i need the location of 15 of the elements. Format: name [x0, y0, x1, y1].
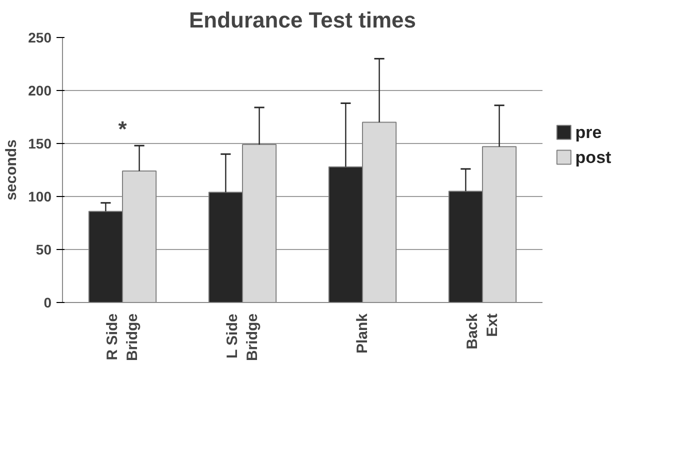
y-tick-label: 150 — [28, 136, 52, 152]
chart-title: Endurance Test times — [189, 8, 416, 32]
y-tick-label: 0 — [44, 294, 52, 310]
annotation: * — [118, 116, 128, 142]
y-axis-title: seconds — [3, 140, 20, 200]
x-tick-label: R Side Bridge — [104, 313, 142, 362]
y-tick-label: 50 — [36, 242, 52, 258]
y-tick-label: 200 — [28, 82, 52, 98]
x-tick-label: Back Ext — [464, 312, 502, 350]
y-tick-label: 100 — [28, 188, 52, 204]
y-tick-label: 250 — [28, 30, 52, 46]
x-tick-label: Plank — [354, 312, 371, 354]
x-tick-label: L Side Bridge — [224, 313, 262, 362]
legend-label: post — [575, 148, 612, 167]
legend-label: pre — [575, 122, 602, 142]
